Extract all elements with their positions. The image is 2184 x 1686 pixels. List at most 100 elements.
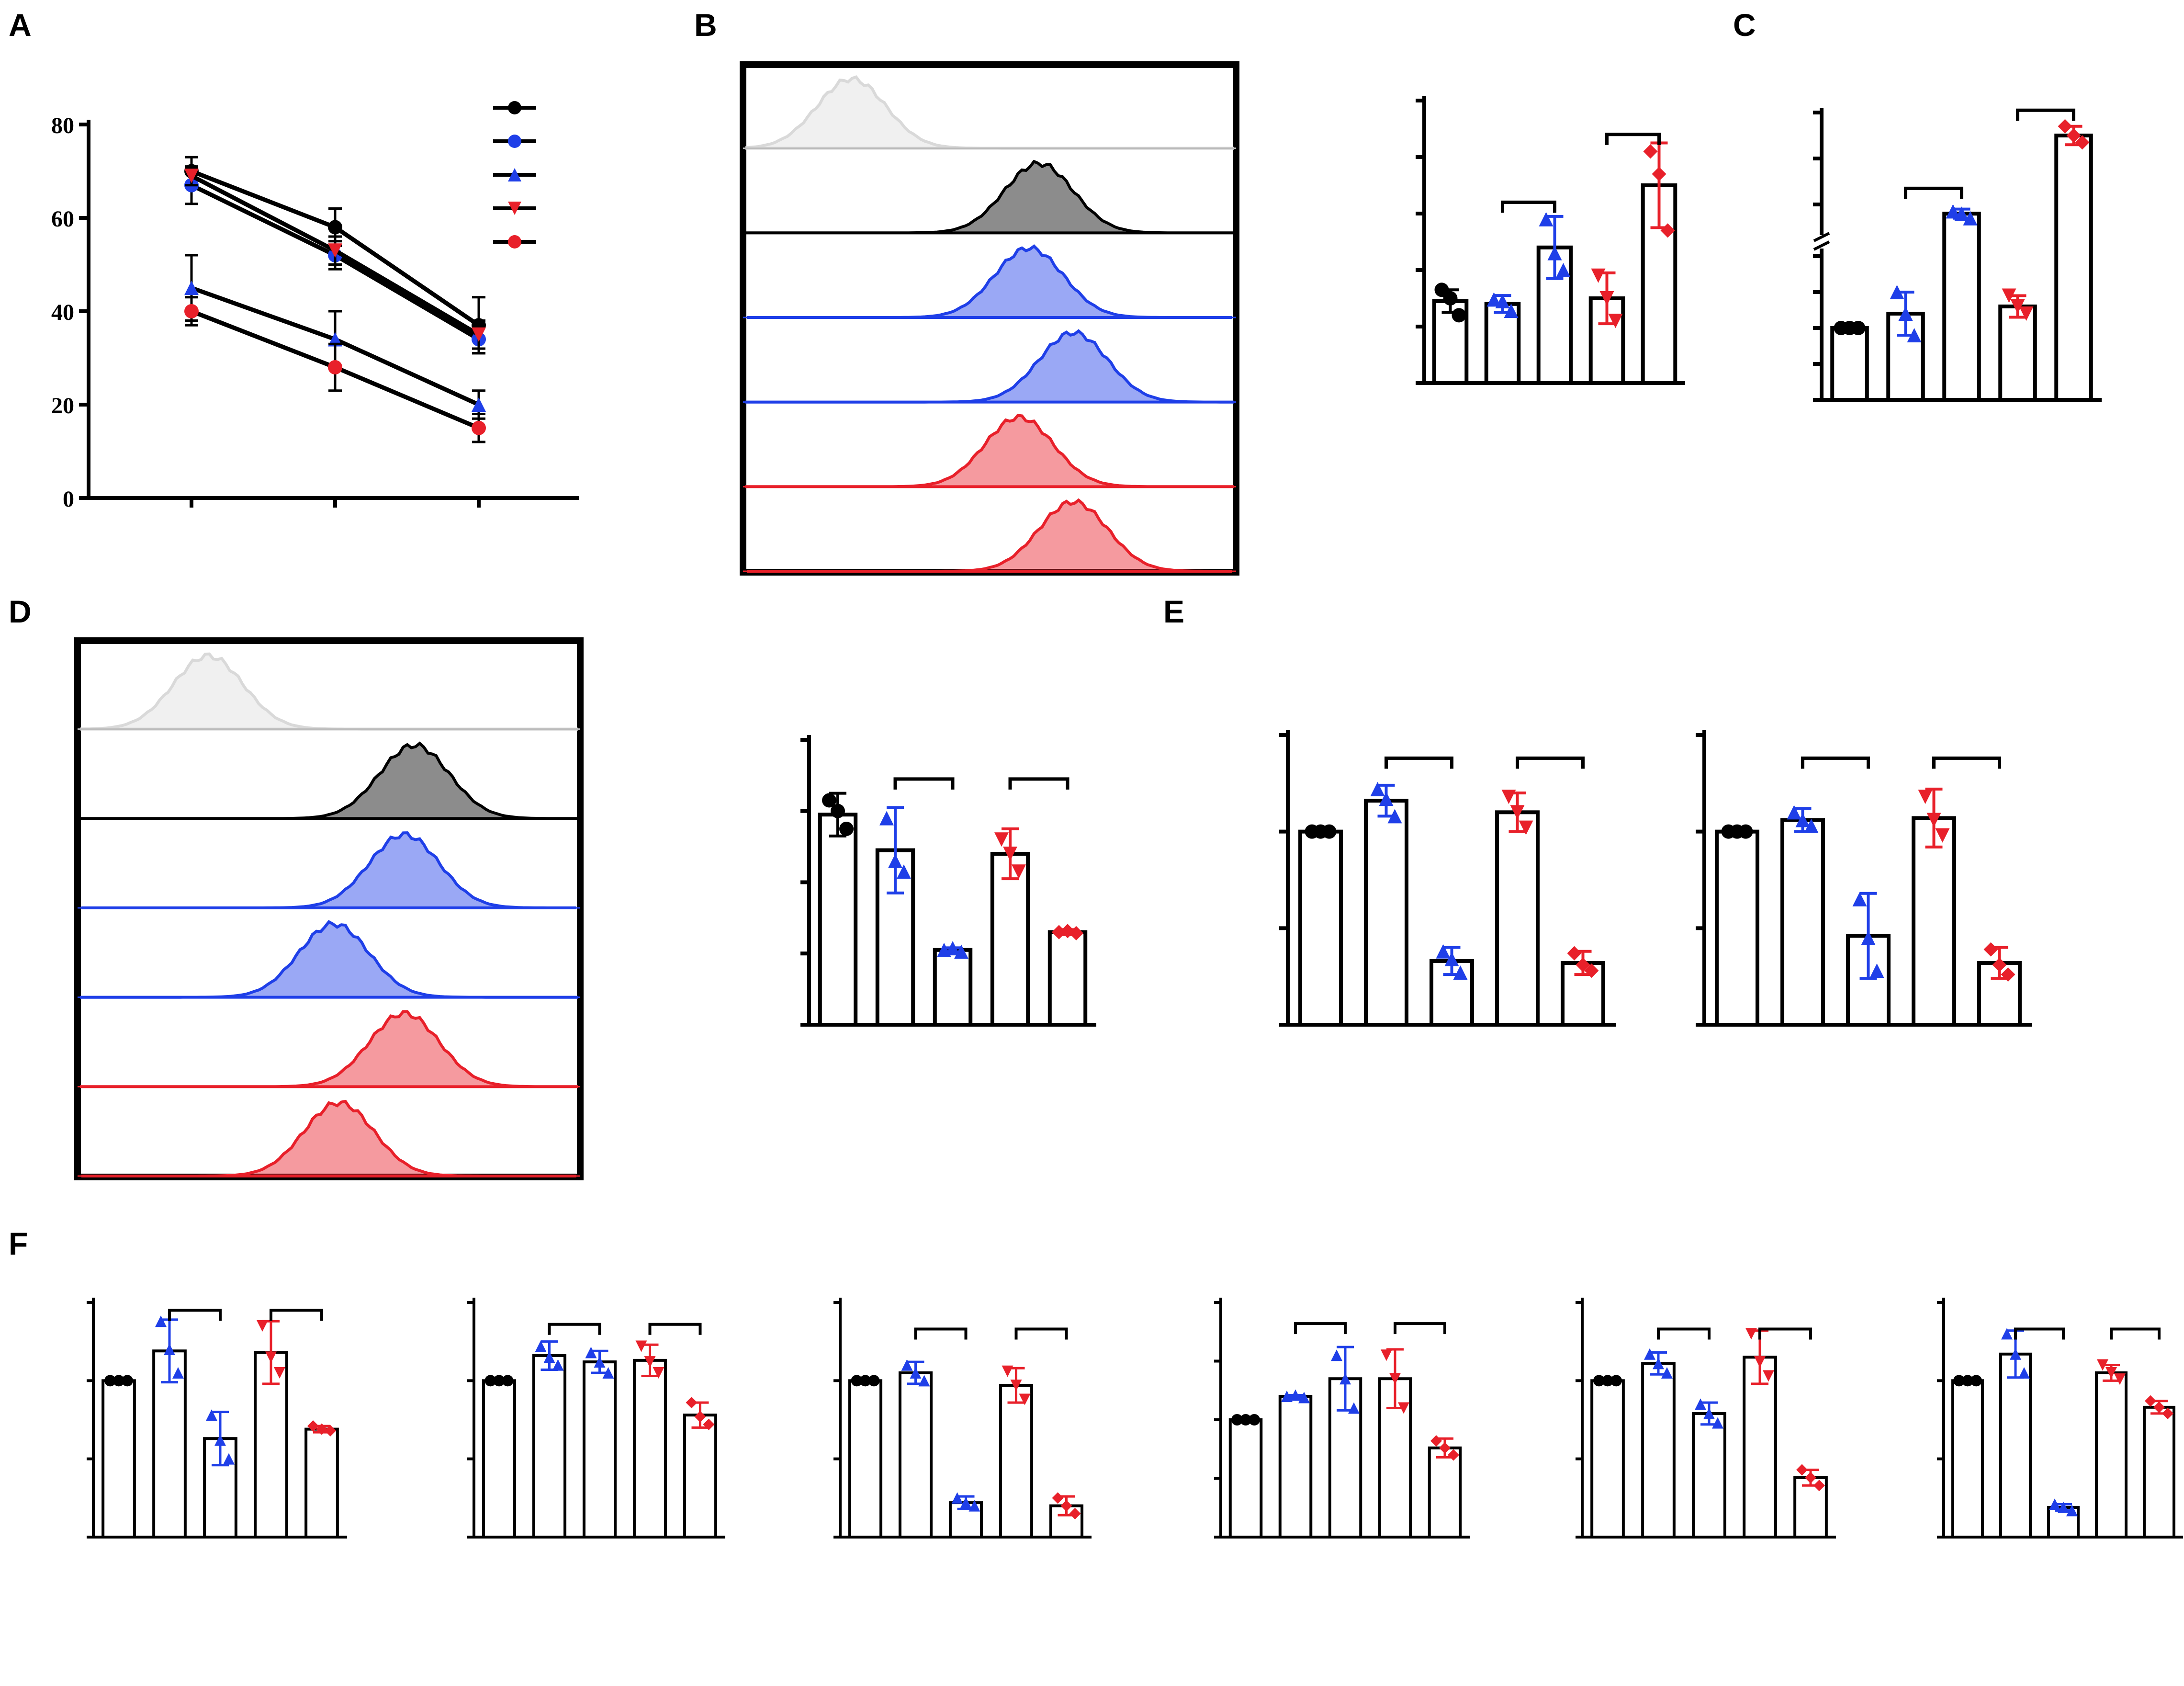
data-point bbox=[172, 1367, 184, 1379]
data-point bbox=[1584, 963, 1599, 978]
data-point bbox=[1012, 864, 1026, 879]
data-point bbox=[1010, 1380, 1022, 1392]
bar-4 bbox=[2095, 1371, 2128, 1539]
chart-f-ulbp4 bbox=[1214, 1298, 1470, 1539]
bar-2 bbox=[1641, 1362, 1676, 1539]
y-tick-label: 60 bbox=[51, 206, 74, 232]
data-point bbox=[2010, 1348, 2021, 1360]
data-point bbox=[2019, 306, 2034, 321]
data-point bbox=[1730, 824, 1745, 839]
flow-histogram-d-hist bbox=[74, 637, 584, 1180]
data-point bbox=[1661, 1367, 1673, 1379]
data-point bbox=[1510, 805, 1525, 820]
data-point bbox=[257, 1320, 268, 1332]
bar-2 bbox=[1780, 818, 1825, 1027]
data-point bbox=[1712, 1417, 1723, 1429]
data-point bbox=[1763, 1370, 1774, 1382]
data-point bbox=[184, 281, 199, 295]
data-point bbox=[822, 793, 836, 808]
data-point bbox=[1379, 792, 1394, 806]
data-point bbox=[316, 1423, 327, 1435]
data-point bbox=[508, 235, 521, 249]
data-point bbox=[1963, 211, 1978, 226]
panel-letter-D: D bbox=[9, 594, 32, 629]
data-point bbox=[1861, 930, 1876, 945]
bar-5 bbox=[1428, 1446, 1462, 1539]
data-point bbox=[214, 1434, 226, 1446]
data-point bbox=[1890, 285, 1904, 299]
chart-f-ulbp2 bbox=[467, 1298, 725, 1539]
significance-bracket bbox=[1657, 1327, 1711, 1340]
bar-3 bbox=[1692, 1412, 1726, 1539]
data-point bbox=[1643, 144, 1658, 159]
data-point bbox=[1052, 1492, 1064, 1504]
data-point bbox=[2075, 135, 2090, 150]
data-point bbox=[694, 1411, 706, 1423]
data-point bbox=[1935, 828, 1950, 843]
data-point bbox=[274, 1367, 285, 1379]
data-point bbox=[1495, 294, 1510, 308]
data-point bbox=[1653, 1358, 1664, 1369]
significance-bracket bbox=[2016, 108, 2075, 121]
chart-f-ulbp3 bbox=[833, 1298, 1092, 1539]
data-point bbox=[1926, 813, 1941, 827]
data-point bbox=[1983, 942, 1998, 957]
chart-f-ulbp1 bbox=[87, 1298, 347, 1539]
data-point bbox=[2114, 1373, 2126, 1385]
data-point bbox=[1962, 1375, 1973, 1387]
data-point bbox=[594, 1356, 606, 1368]
data-point bbox=[328, 220, 342, 235]
bar-1 bbox=[1830, 326, 1869, 402]
bar-2 bbox=[898, 1371, 933, 1539]
data-point bbox=[184, 304, 199, 318]
bar-4 bbox=[1998, 305, 2037, 402]
data-point bbox=[1387, 809, 1402, 824]
data-point bbox=[1436, 944, 1451, 959]
data-point bbox=[1567, 946, 1582, 961]
data-point bbox=[328, 360, 342, 374]
data-point bbox=[2058, 119, 2072, 134]
data-point bbox=[1519, 820, 1533, 835]
bar-1 bbox=[101, 1379, 136, 1539]
data-point bbox=[1240, 1414, 1251, 1426]
bar-5 bbox=[683, 1414, 718, 1539]
flow-histogram-b-hist bbox=[740, 61, 1239, 576]
bar-5 bbox=[304, 1427, 339, 1539]
bar-4 bbox=[999, 1384, 1034, 1539]
bar-1 bbox=[1951, 1379, 1984, 1539]
data-point bbox=[2058, 1501, 2069, 1513]
bar-1 bbox=[818, 813, 858, 1027]
data-point bbox=[1852, 892, 1867, 906]
data-point bbox=[1805, 1471, 1816, 1483]
data-point bbox=[472, 327, 486, 342]
bar-3 bbox=[582, 1360, 617, 1539]
data-point bbox=[2097, 1359, 2108, 1371]
bar-4 bbox=[632, 1358, 667, 1539]
data-point bbox=[2001, 967, 2015, 982]
data-point bbox=[1703, 1407, 1715, 1419]
panel-letter-C: C bbox=[1733, 7, 1756, 43]
data-point bbox=[493, 1375, 505, 1387]
data-point bbox=[839, 821, 854, 836]
data-point bbox=[1660, 223, 1675, 238]
data-point bbox=[1448, 1449, 1459, 1461]
data-point bbox=[1290, 1389, 1301, 1401]
significance-bracket bbox=[1294, 1322, 1347, 1335]
data-point bbox=[1652, 167, 1666, 181]
data-point bbox=[897, 864, 911, 879]
data-point bbox=[1002, 1365, 1013, 1377]
data-point bbox=[1946, 204, 1960, 219]
data-point bbox=[1298, 1392, 1310, 1403]
bar-2 bbox=[532, 1354, 567, 1539]
data-point bbox=[206, 1409, 217, 1421]
bar-1 bbox=[1228, 1418, 1263, 1539]
data-point bbox=[2162, 1407, 2173, 1419]
data-point bbox=[1060, 1500, 1072, 1512]
data-point bbox=[1348, 1402, 1360, 1414]
data-point bbox=[122, 1375, 133, 1387]
y-tick-label: 80 bbox=[51, 113, 74, 138]
data-point bbox=[879, 811, 894, 826]
data-point bbox=[910, 1367, 922, 1379]
data-point bbox=[1281, 1391, 1293, 1402]
data-point bbox=[1443, 291, 1458, 306]
